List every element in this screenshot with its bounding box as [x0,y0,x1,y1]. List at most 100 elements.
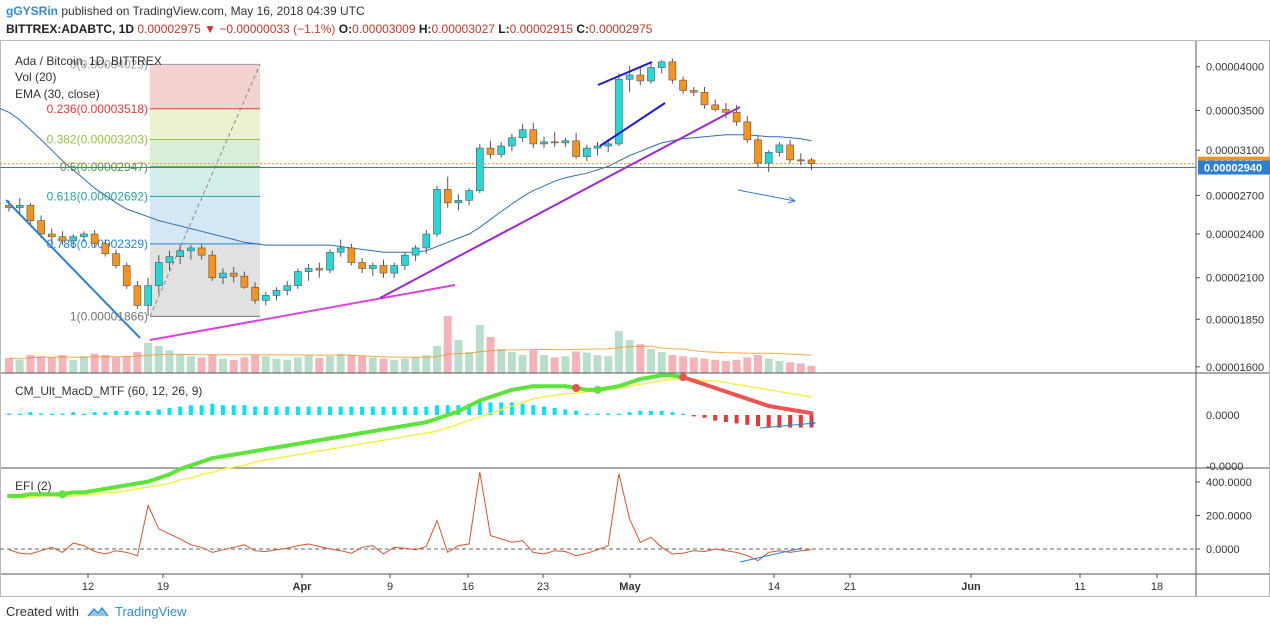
time-tick-label: 19 [157,581,169,593]
macd-histogram-bar [413,406,418,415]
macd-histogram-bar [606,413,611,415]
macd-histogram-bar [156,409,161,415]
volume-bar [26,355,35,373]
volume-bar [122,356,131,373]
price-tick-label: 0.00004000 [1206,62,1264,74]
candle-body [550,141,559,144]
macd-histogram-bar [285,406,290,415]
arrow-head-icon [808,420,817,427]
candle-body [582,147,591,157]
volume-bar [368,357,377,373]
macd-cross-dot [679,373,688,382]
macd-histogram-bar [199,405,204,415]
candle-body [283,285,292,291]
candle-body [604,143,613,147]
volume-bar [572,351,581,373]
candle-body [689,90,698,93]
time-tick-label: 11 [1074,581,1085,593]
efi-panel [0,471,1196,563]
macd-histogram-bar [713,415,718,421]
tradingview-brand: TradingView [114,604,187,619]
close-label: C: [576,22,590,36]
macd-histogram-bar [723,415,728,422]
candle-body [486,147,495,155]
volume-bar [507,352,516,373]
ema-legend: EMA (30, close) [15,87,100,101]
candle-body [15,204,24,209]
author-name[interactable]: gGYSRin [6,4,59,18]
tradingview-link[interactable]: TradingView [87,604,187,619]
time-tick-label: May [619,581,641,593]
candle-body [443,189,452,204]
volume-bar [700,358,709,373]
volume-bar [636,344,645,373]
volume-bar [764,358,773,373]
candle-body [754,139,762,164]
volume-bar [807,365,816,373]
fib-zone [150,64,260,109]
macd-histogram-bar [509,402,514,415]
volume-bar [625,340,634,373]
price-tick-label: 0.00001600 [1206,362,1264,374]
axes: 0.00004000 0.00003500 0.00003100 0.00002700… [82,62,1270,593]
macd-histogram-bar [745,415,750,425]
down-arrow-icon: ▼ [204,22,216,36]
trendline-drawings[interactable] [5,61,797,341]
trendline [599,102,666,147]
macd-line-segment [798,409,814,416]
macd-signal-line [9,378,812,499]
volume-bar [358,356,367,373]
trendline [737,189,796,202]
macd-histogram-bar [734,415,739,424]
candle-body [529,129,538,145]
macd-histogram-bar [766,415,771,428]
candle-body [657,61,666,68]
macd-histogram-bar [263,406,268,415]
candle-body [326,251,334,271]
volume-bar [422,355,431,373]
candle-body [144,285,152,306]
volume-bar [336,353,345,373]
candle-body [187,247,195,252]
efi-tick-label: 400.0000 [1206,477,1252,489]
candle-body [112,253,120,266]
candle-body [176,250,184,257]
candle-body [508,137,516,147]
trendline [759,422,816,429]
candle-body [37,220,45,235]
candle-body [165,256,174,263]
candle-body [219,272,227,279]
fib-level-label: 0.618(0.00002692) [47,189,148,203]
time-tick-label: 9 [387,581,393,593]
publish-info: published on TradingView.com, May 16, 20… [61,4,365,18]
volume-bar [454,340,463,373]
tradingview-logo-icon [87,606,109,616]
macd-histogram-bar [552,408,557,415]
time-tick-label: Apr [293,581,313,593]
macd-histogram-bar [467,403,472,415]
macd-histogram-bar [542,406,546,415]
price-tick-label: 0.00002400 [1206,229,1264,241]
macd-histogram-bar [114,410,118,415]
macd-cross-dot [572,384,581,392]
volume-bar [743,357,752,373]
time-tick-label: 12 [82,581,94,593]
candle-body [58,236,67,242]
close-value: 0.00002975 [589,22,653,36]
volume-bar [593,355,602,373]
trading-chart[interactable]: 0(0.00004029) 0.236(0.00003518) 0.382(0.00… [0,40,1270,600]
macd-cross-dot [58,490,67,499]
macd-histogram-bar [71,412,76,415]
candle-body [700,91,709,106]
trendline [597,61,653,86]
volume-bar [647,349,655,373]
candle-body [497,145,506,155]
macd-histogram-bar [49,413,54,415]
fib-zone [150,139,260,167]
macd-histogram-bar [349,406,354,415]
volume-bar [208,355,217,373]
volume-bar [69,359,78,373]
volume-bar [58,355,67,373]
macd-histogram-bar [445,405,450,415]
macd-tick-label: 0.0000 [1206,410,1240,422]
